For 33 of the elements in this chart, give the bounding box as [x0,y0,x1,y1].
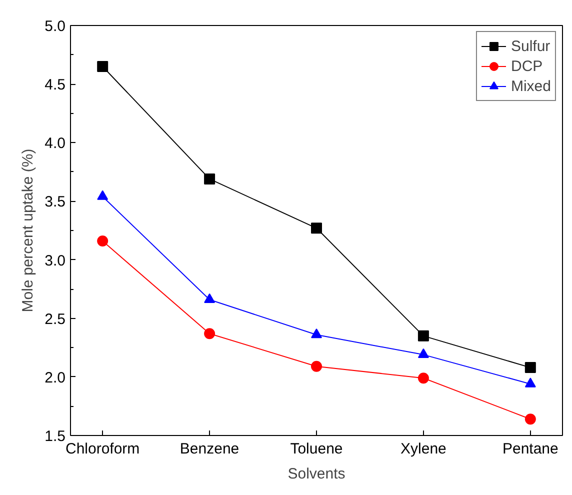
legend-label: Mixed [510,78,551,94]
y-tick-label: 1.5 [44,428,66,445]
y-tick-label: 4.0 [44,135,66,152]
x-tick-label: Pentane [502,440,558,458]
point [418,348,429,358]
legend-label: Sulfur [510,38,550,54]
point [418,372,429,384]
point [418,330,429,342]
point [204,328,216,340]
y-tick-label: 5.0 [44,18,66,35]
point [204,173,216,184]
point [204,293,216,303]
y-tick-label: 3.5 [44,194,66,211]
point [311,360,322,372]
x-tick-label: Chloroform [65,440,140,458]
point [524,362,536,374]
point [524,378,536,388]
y-tick-label: 2.0 [44,369,66,386]
y-tick-label: 2.5 [44,310,66,328]
y-tick-label: 3.0 [44,252,66,270]
point [524,414,536,425]
y-axis-title: Mole percent uptake (%) [20,148,37,312]
point [97,190,108,200]
legend-label: DCP [510,58,543,74]
point [97,236,108,247]
point [311,328,322,338]
x-tick-label: Toluene [290,440,343,458]
x-axis-title: Solvents [288,466,346,482]
y-tick-label: 4.5 [44,76,66,94]
point [97,61,108,72]
x-tick-label: Benzene [180,440,240,458]
point [311,222,322,234]
x-tick-label: Xylene [400,440,446,458]
